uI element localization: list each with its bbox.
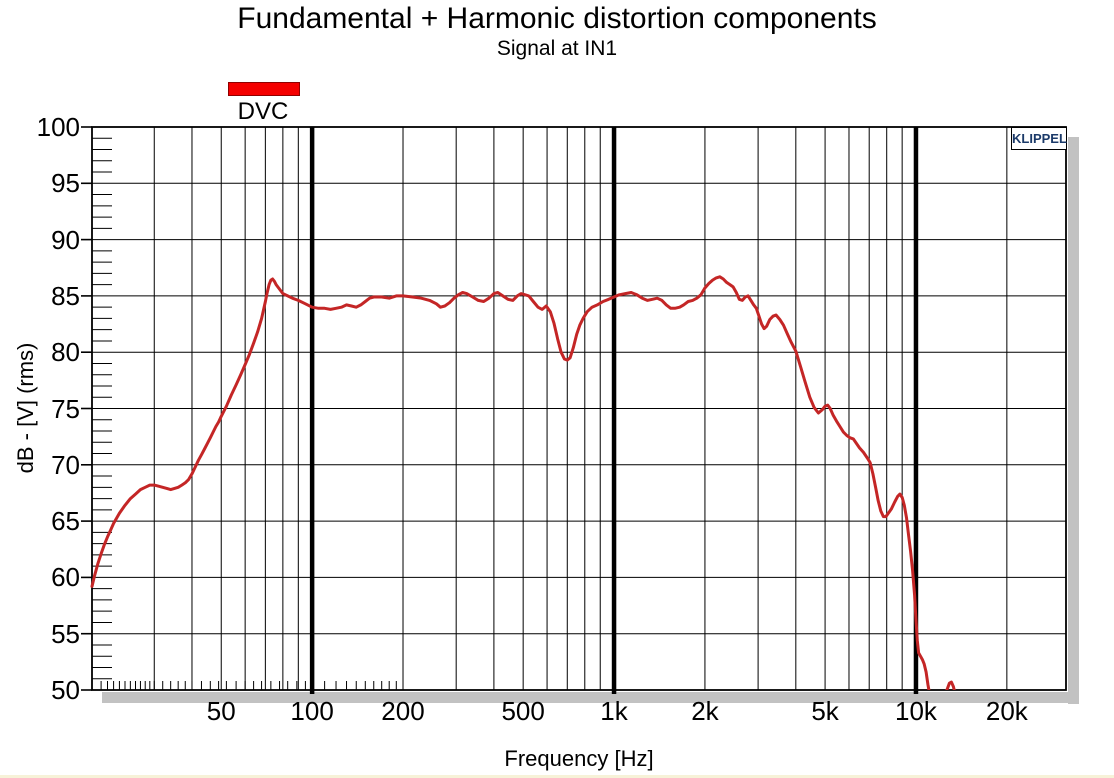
x-tick-label: 10k (894, 696, 937, 726)
y-tick-label: 75 (51, 393, 80, 424)
x-tick-label: 2k (691, 696, 719, 726)
chart-title: Fundamental + Harmonic distortion compon… (237, 2, 877, 35)
y-tick-label: 65 (51, 506, 80, 537)
klippel-watermark: KLIPPEL (1011, 127, 1067, 150)
y-tick-label: 70 (51, 449, 80, 480)
legend-label-dvc: DVC (237, 98, 289, 125)
y-tick-label: 55 (51, 618, 80, 649)
chart-subtitle: Signal at IN1 (496, 37, 618, 60)
y-tick-label: 60 (51, 562, 80, 593)
y-tick-label: 95 (51, 168, 80, 199)
legend-swatch-dvc (228, 82, 300, 96)
x-tick-label: 100 (290, 696, 334, 726)
x-tick-label: 5k (811, 696, 839, 726)
y-tick-label: 100 (36, 112, 80, 142)
x-tick-label: 1k (600, 696, 628, 726)
x-tick-label: 50 (206, 696, 236, 726)
y-tick-label: 90 (51, 224, 80, 255)
x-tick-label: 200 (381, 696, 425, 726)
y-tick-label: 85 (51, 280, 80, 311)
x-tick-label: 20k (985, 696, 1028, 726)
window-edge (0, 775, 1114, 778)
x-axis-title: Frequency [Hz] (504, 746, 654, 771)
x-tick-label: 500 (501, 696, 545, 726)
y-tick-label: 50 (51, 675, 80, 705)
y-tick-label: 80 (51, 337, 80, 368)
